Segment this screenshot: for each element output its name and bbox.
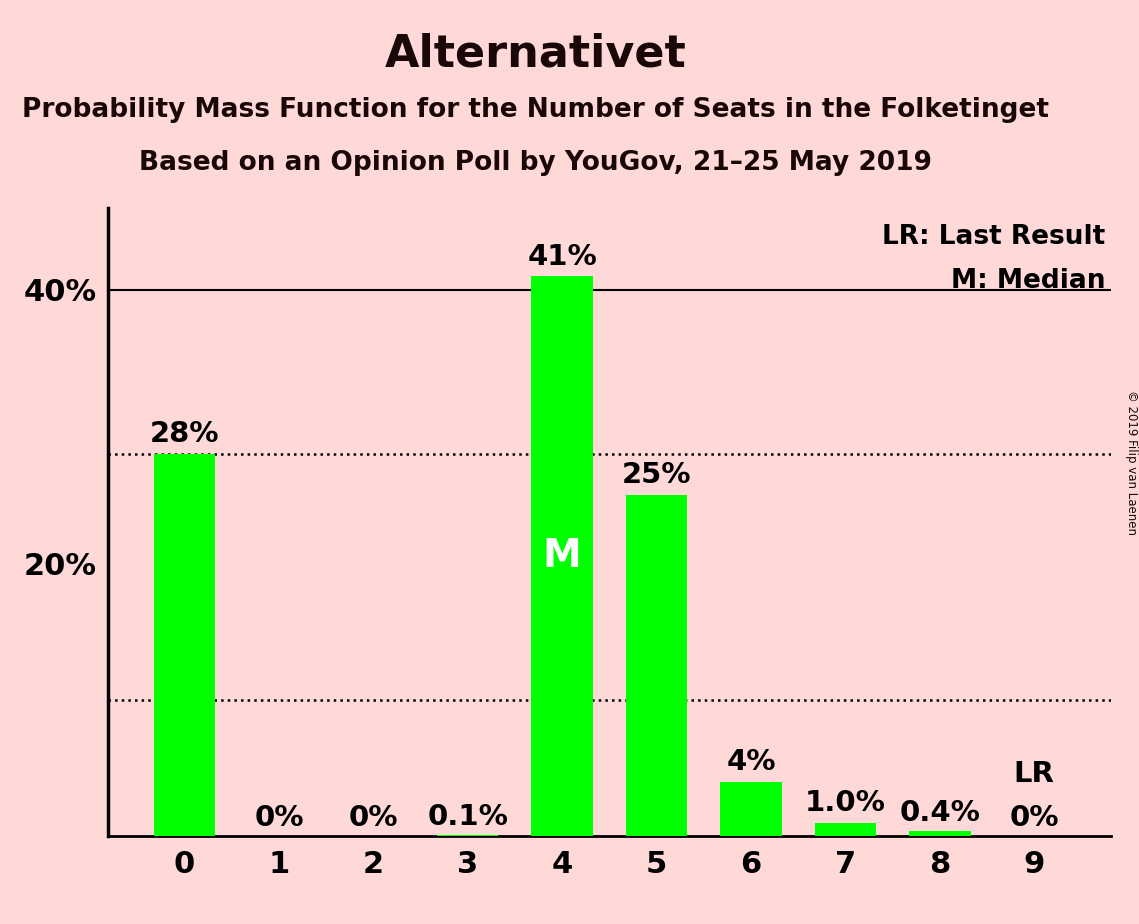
- Bar: [720, 782, 781, 836]
- Text: LR: Last Result: LR: Last Result: [883, 224, 1106, 249]
- Text: 0%: 0%: [349, 804, 398, 833]
- Text: M: M: [543, 537, 582, 576]
- Text: 0%: 0%: [1009, 804, 1059, 833]
- Text: 28%: 28%: [149, 420, 219, 448]
- Text: 0.4%: 0.4%: [900, 798, 981, 827]
- Text: 1.0%: 1.0%: [805, 789, 886, 817]
- Bar: [626, 494, 687, 836]
- Bar: [437, 835, 499, 836]
- Text: 41%: 41%: [527, 243, 597, 271]
- Text: Alternativet: Alternativet: [385, 32, 686, 76]
- Text: LR: LR: [1014, 760, 1055, 788]
- Text: 25%: 25%: [622, 461, 691, 490]
- Text: Probability Mass Function for the Number of Seats in the Folketinget: Probability Mass Function for the Number…: [22, 97, 1049, 123]
- Text: 4%: 4%: [727, 748, 776, 776]
- Text: 0.1%: 0.1%: [427, 803, 508, 831]
- Bar: [814, 822, 876, 836]
- Text: © 2019 Filip van Laenen: © 2019 Filip van Laenen: [1124, 390, 1138, 534]
- Bar: [154, 454, 215, 836]
- Bar: [532, 276, 592, 836]
- Text: Based on an Opinion Poll by YouGov, 21–25 May 2019: Based on an Opinion Poll by YouGov, 21–2…: [139, 150, 932, 176]
- Text: 0%: 0%: [254, 804, 304, 833]
- Text: M: Median: M: Median: [951, 268, 1106, 294]
- Bar: [909, 831, 970, 836]
